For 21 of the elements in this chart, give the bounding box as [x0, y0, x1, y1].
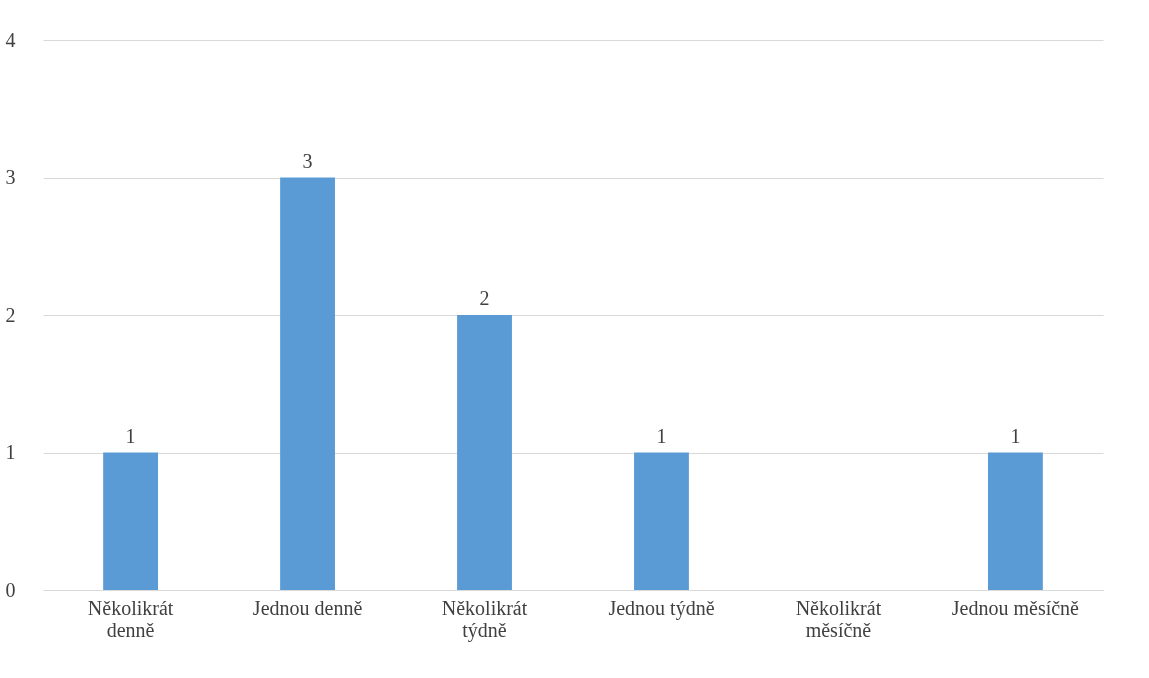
x-tick-label: Jednou měsíčně [951, 596, 1080, 619]
y-tick-label: 4 [5, 28, 16, 51]
y-tick-label: 2 [5, 303, 16, 326]
y-tick-label: 0 [5, 578, 16, 601]
data-label: 1 [656, 424, 667, 447]
x-tick-label: Jednou týdně [608, 596, 715, 620]
data-label: 2 [479, 287, 490, 309]
y-tick-label: 3 [5, 166, 16, 188]
bar [280, 177, 335, 590]
bar [634, 452, 689, 590]
data-label: 3 [302, 149, 313, 172]
x-tick-label: Několikrát týdně [441, 596, 528, 642]
bar [103, 452, 159, 590]
bar [987, 452, 1043, 590]
x-tick-label: Několikrát denně [87, 596, 174, 641]
x-tick-label: Jednou denně [252, 596, 363, 619]
bar [457, 315, 512, 590]
x-tick-label: Několikrát měsíčně [795, 596, 882, 641]
y-tick-label: 1 [5, 441, 16, 463]
data-label: 1 [125, 424, 136, 447]
data-label: 1 [1010, 424, 1021, 447]
